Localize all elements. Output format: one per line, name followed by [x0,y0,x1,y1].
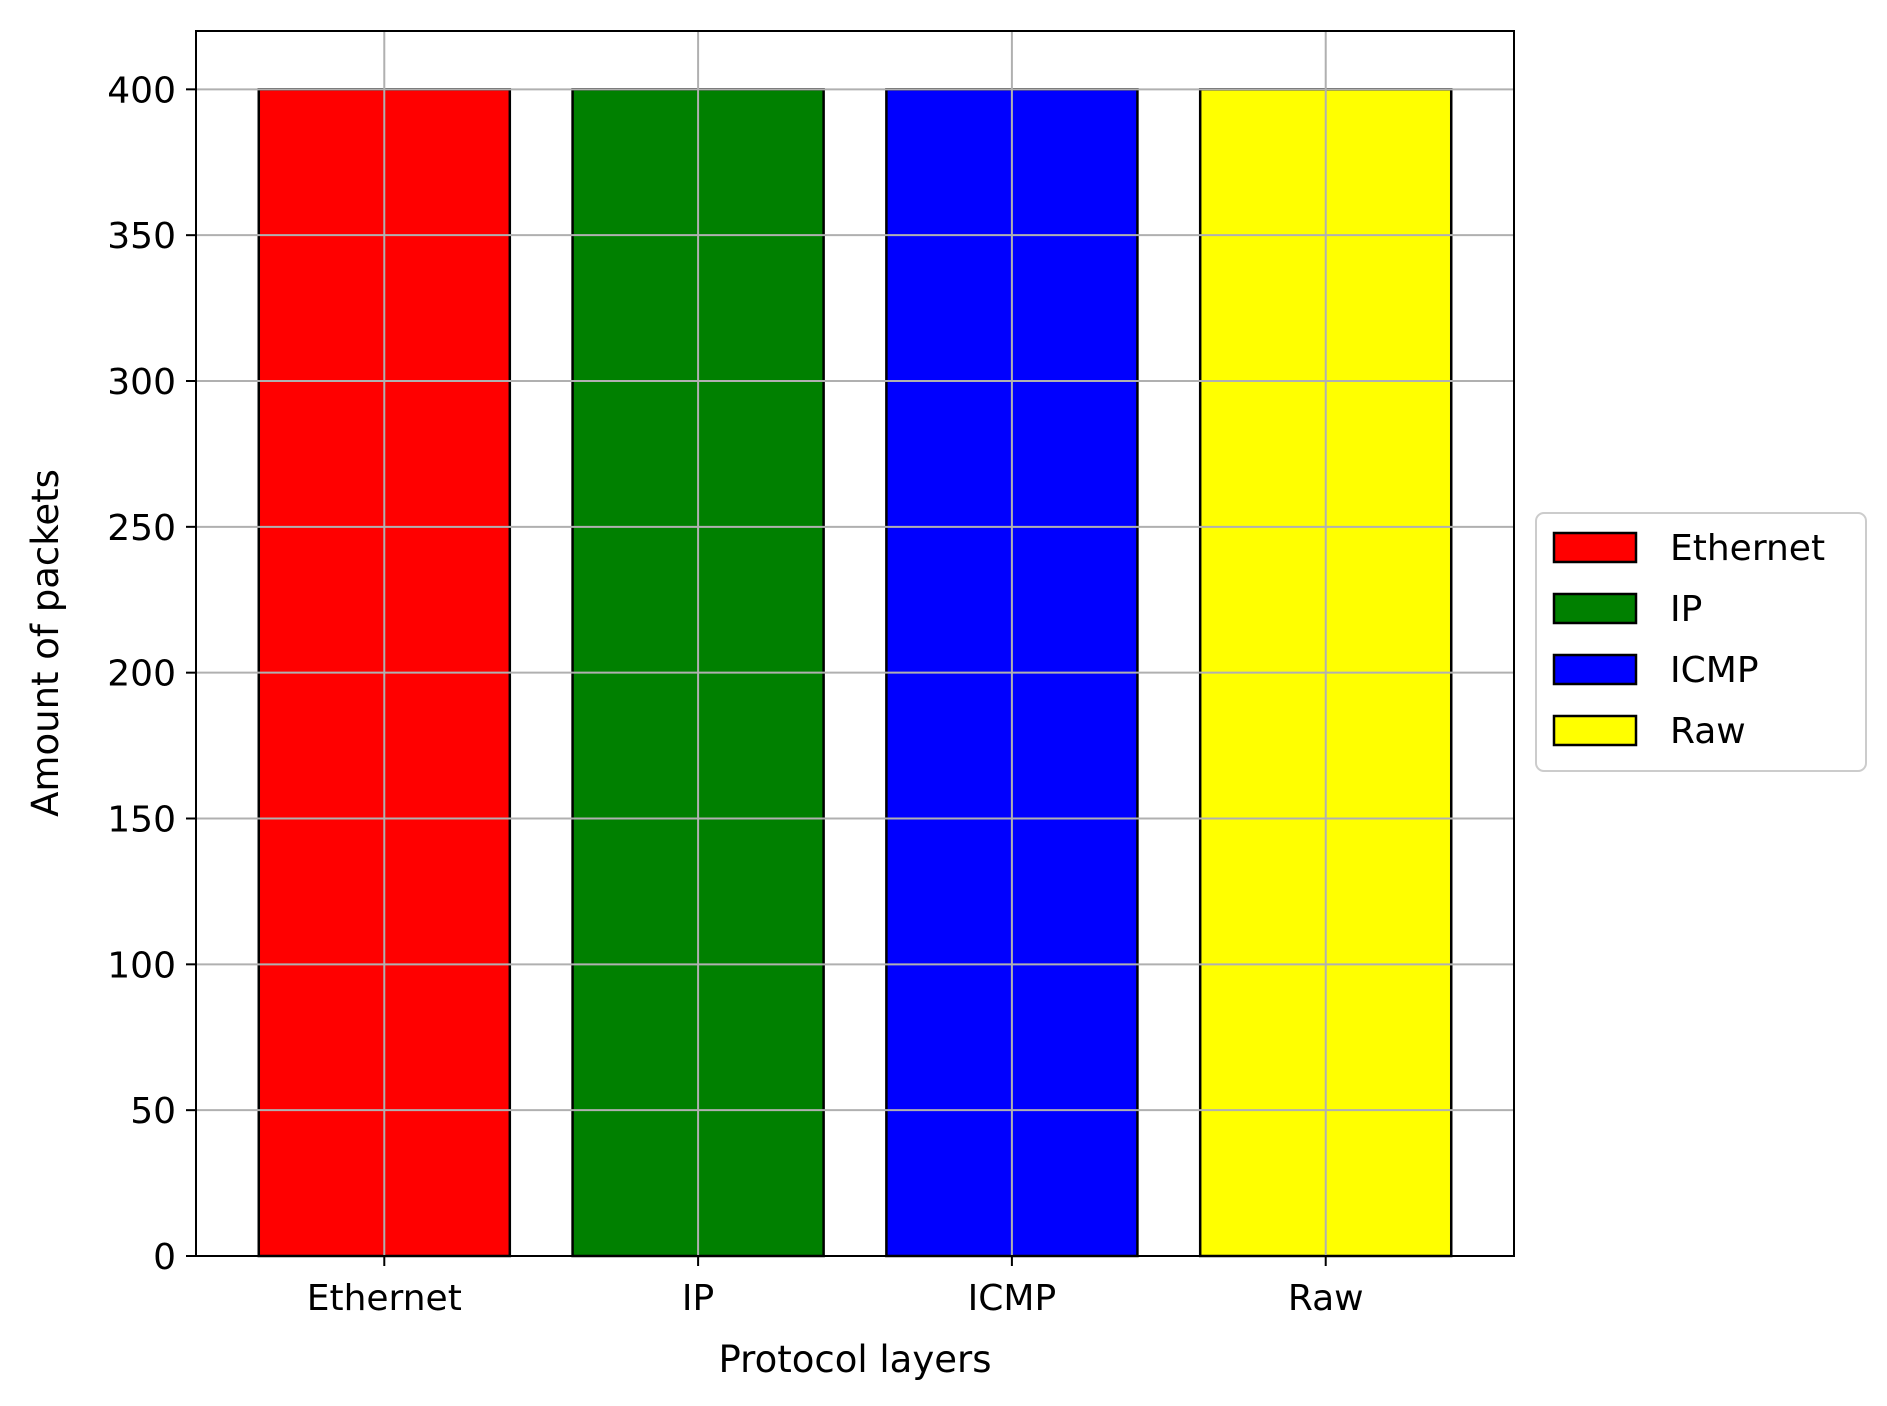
x-tick-label: Raw [1288,1278,1364,1319]
legend: Ethernet IP ICMP Raw [1535,512,1867,772]
legend-swatch-ethernet [1552,531,1638,564]
legend-label-raw: Raw [1670,711,1746,752]
legend-frame [1535,512,1867,772]
x-tick-label: IP [682,1278,714,1319]
y-tick-label: 400 [107,70,176,111]
legend-label-ethernet: Ethernet [1670,528,1825,569]
y-tick-label: 350 [107,216,176,257]
y-axis-label: Amount of packets [24,469,67,817]
y-tick-label: 250 [107,508,176,549]
legend-swatch-raw [1552,714,1638,747]
plot-frame [195,30,1515,1257]
x-tick-label: ICMP [968,1278,1057,1319]
y-tick-label: 150 [107,800,176,841]
y-tick-label: 100 [107,945,176,986]
legend-label-ip: IP [1670,589,1702,630]
y-tick-label: 300 [107,362,176,403]
x-tick-label: Ethernet [307,1278,462,1319]
y-axis: 0 50 100 150 200 250 300 350 400 [107,70,196,1278]
legend-label-icmp: ICMP [1670,650,1759,691]
x-axis: Ethernet IP ICMP Raw [307,1256,1364,1319]
y-tick-label: 0 [153,1237,176,1278]
legend-swatch-ip [1552,592,1638,625]
y-tick-label: 50 [130,1091,176,1132]
y-tick-label: 200 [107,654,176,695]
legend-entries: Ethernet IP ICMP Raw [1552,528,1825,752]
x-axis-label: Protocol layers [719,1338,992,1381]
legend-swatch-icmp [1552,653,1638,686]
